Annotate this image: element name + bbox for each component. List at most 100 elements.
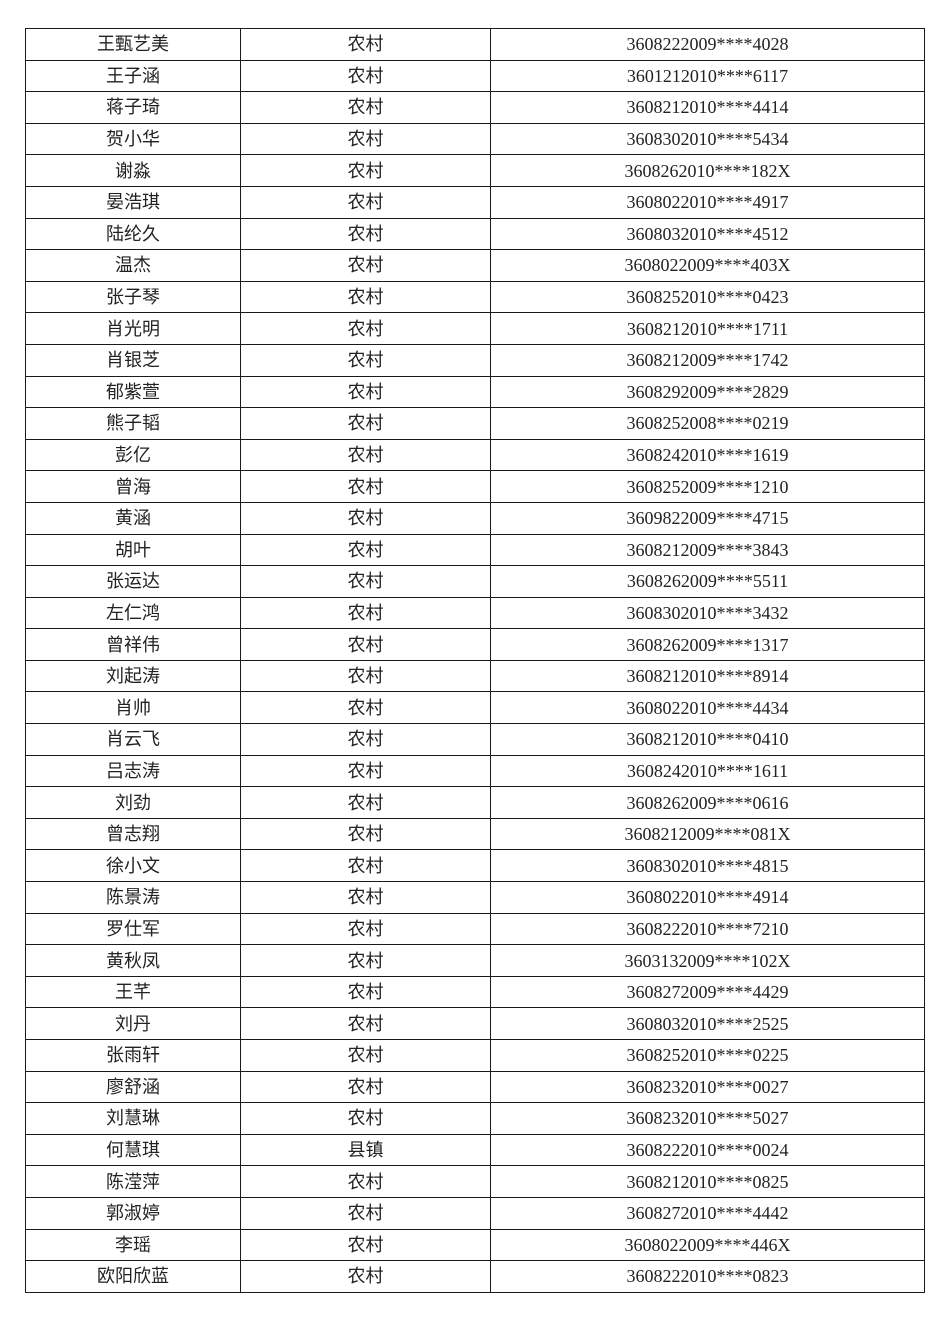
id-cell: 3608032010****2525 xyxy=(490,1007,925,1040)
table-body: 王甄艺美 农村 3608222009****4028 王子涵 农村 3601212010*… xyxy=(25,28,925,1293)
name-cell: 蒋子琦 xyxy=(25,91,241,124)
table-row: 郁紫萱 农村 3608292009****2829 xyxy=(25,375,925,409)
table-row: 徐小文 农村 3608302010****4815 xyxy=(25,849,925,883)
table-row: 刘慧琳 农村 3608232010****5027 xyxy=(25,1102,925,1135)
id-cell: 3603132009****102X xyxy=(490,944,925,977)
id-cell: 3608272010****4442 xyxy=(490,1196,925,1230)
id-cell: 3608212009****081X xyxy=(490,817,925,851)
name-cell: 曾海 xyxy=(25,470,241,503)
table-row: 刘起涛 农村 3608212010****8914 xyxy=(25,659,925,693)
id-cell: 3608272009****4429 xyxy=(490,975,925,1009)
area-cell: 农村 xyxy=(240,849,491,883)
area-cell: 农村 xyxy=(240,91,491,124)
area-cell: 农村 xyxy=(240,723,491,756)
table-row: 肖帅 农村 3608022010****4434 xyxy=(25,691,925,725)
id-cell: 3608212009****3843 xyxy=(490,533,925,567)
id-cell: 3608212010****0410 xyxy=(490,723,925,756)
id-cell: 3608022009****446X xyxy=(490,1228,925,1262)
name-cell: 晏浩琪 xyxy=(25,185,241,219)
name-cell: 贺小华 xyxy=(25,122,241,156)
name-cell: 欧阳欣蓝 xyxy=(25,1260,241,1293)
name-cell: 胡叶 xyxy=(25,533,241,567)
table-row: 罗仕军 农村 3608222010****7210 xyxy=(25,912,925,946)
name-cell: 廖舒涵 xyxy=(25,1070,241,1104)
area-cell: 农村 xyxy=(240,217,491,251)
table-row: 何慧琪 县镇 3608222010****0024 xyxy=(25,1133,925,1167)
area-cell: 农村 xyxy=(240,438,491,472)
table-row: 贺小华 农村 3608302010****5434 xyxy=(25,122,925,156)
name-cell: 吕志涛 xyxy=(25,754,241,788)
id-cell: 3608212010****8914 xyxy=(490,659,925,693)
area-cell: 农村 xyxy=(240,312,491,345)
table-row: 黄涵 农村 3609822009****4715 xyxy=(25,501,925,535)
name-cell: 温杰 xyxy=(25,249,241,282)
table-row: 李瑶 农村 3608022009****446X xyxy=(25,1228,925,1262)
name-cell: 徐小文 xyxy=(25,849,241,883)
table-row: 张运达 农村 3608262009****5511 xyxy=(25,565,925,598)
table-row: 黄秋凤 农村 3603132009****102X xyxy=(25,944,925,977)
id-cell: 3608022010****4914 xyxy=(490,881,925,914)
table-row: 陆纶久 农村 3608032010****4512 xyxy=(25,217,925,251)
table-row: 左仁鸿 农村 3608302010****3432 xyxy=(25,596,925,630)
table-row: 彭亿 农村 3608242010****1619 xyxy=(25,438,925,472)
area-cell: 农村 xyxy=(240,1196,491,1230)
area-cell: 农村 xyxy=(240,628,491,661)
name-cell: 曾志翔 xyxy=(25,817,241,851)
name-cell: 罗仕军 xyxy=(25,912,241,946)
area-cell: 农村 xyxy=(240,1228,491,1262)
id-cell: 3608022010****4434 xyxy=(490,691,925,725)
id-cell: 3608252009****1210 xyxy=(490,470,925,503)
area-cell: 农村 xyxy=(240,470,491,503)
id-cell: 3608262009****0616 xyxy=(490,786,925,819)
id-cell: 3608262009****5511 xyxy=(490,565,925,598)
area-cell: 农村 xyxy=(240,786,491,819)
name-cell: 刘起涛 xyxy=(25,659,241,693)
table-row: 谢淼 农村 3608262010****182X xyxy=(25,154,925,187)
id-cell: 3608212009****1742 xyxy=(490,343,925,377)
id-cell: 3608302010****3432 xyxy=(490,596,925,630)
area-cell: 农村 xyxy=(240,501,491,535)
name-cell: 郭淑婷 xyxy=(25,1196,241,1230)
name-cell: 张子琴 xyxy=(25,280,241,314)
id-cell: 3608212010****1711 xyxy=(490,312,925,345)
area-cell: 农村 xyxy=(240,375,491,409)
id-cell: 3608212010****4414 xyxy=(490,91,925,124)
name-cell: 肖帅 xyxy=(25,691,241,725)
table-row: 王甄艺美 农村 3608222009****4028 xyxy=(25,28,925,61)
table-row: 王芊 农村 3608272009****4429 xyxy=(25,975,925,1009)
area-cell: 农村 xyxy=(240,596,491,630)
name-cell: 曾祥伟 xyxy=(25,628,241,661)
area-cell: 农村 xyxy=(240,754,491,788)
name-cell: 谢淼 xyxy=(25,154,241,187)
table-row: 郭淑婷 农村 3608272010****4442 xyxy=(25,1196,925,1230)
table-row: 胡叶 农村 3608212009****3843 xyxy=(25,533,925,567)
id-cell: 3608222009****4028 xyxy=(490,28,925,61)
name-cell: 黄秋凤 xyxy=(25,944,241,977)
table-row: 刘丹 农村 3608032010****2525 xyxy=(25,1007,925,1040)
student-table: 王甄艺美 农村 3608222009****4028 王子涵 农村 3601212010*… xyxy=(25,28,925,1293)
table-row: 廖舒涵 农村 3608232010****0027 xyxy=(25,1070,925,1104)
id-cell: 3608232010****0027 xyxy=(490,1070,925,1104)
id-cell: 3608032010****4512 xyxy=(490,217,925,251)
id-cell: 3608242010****1619 xyxy=(490,438,925,472)
name-cell: 张雨轩 xyxy=(25,1039,241,1072)
id-cell: 3608252008****0219 xyxy=(490,407,925,440)
area-cell: 农村 xyxy=(240,1070,491,1104)
area-cell: 农村 xyxy=(240,533,491,567)
area-cell: 农村 xyxy=(240,817,491,851)
id-cell: 3608252010****0225 xyxy=(490,1039,925,1072)
area-cell: 农村 xyxy=(240,659,491,693)
id-cell: 3608292009****2829 xyxy=(490,375,925,409)
id-cell: 3608302010****4815 xyxy=(490,849,925,883)
id-cell: 3608252010****0423 xyxy=(490,280,925,314)
table-row: 温杰 农村 3608022009****403X xyxy=(25,249,925,282)
id-cell: 3608242010****1611 xyxy=(490,754,925,788)
name-cell: 黄涵 xyxy=(25,501,241,535)
table-row: 肖云飞 农村 3608212010****0410 xyxy=(25,723,925,756)
table-row: 欧阳欣蓝 农村 3608222010****0823 xyxy=(25,1260,925,1293)
area-cell: 农村 xyxy=(240,1260,491,1293)
name-cell: 肖银芝 xyxy=(25,343,241,377)
name-cell: 肖云飞 xyxy=(25,723,241,756)
name-cell: 刘劲 xyxy=(25,786,241,819)
id-cell: 3608022010****4917 xyxy=(490,185,925,219)
